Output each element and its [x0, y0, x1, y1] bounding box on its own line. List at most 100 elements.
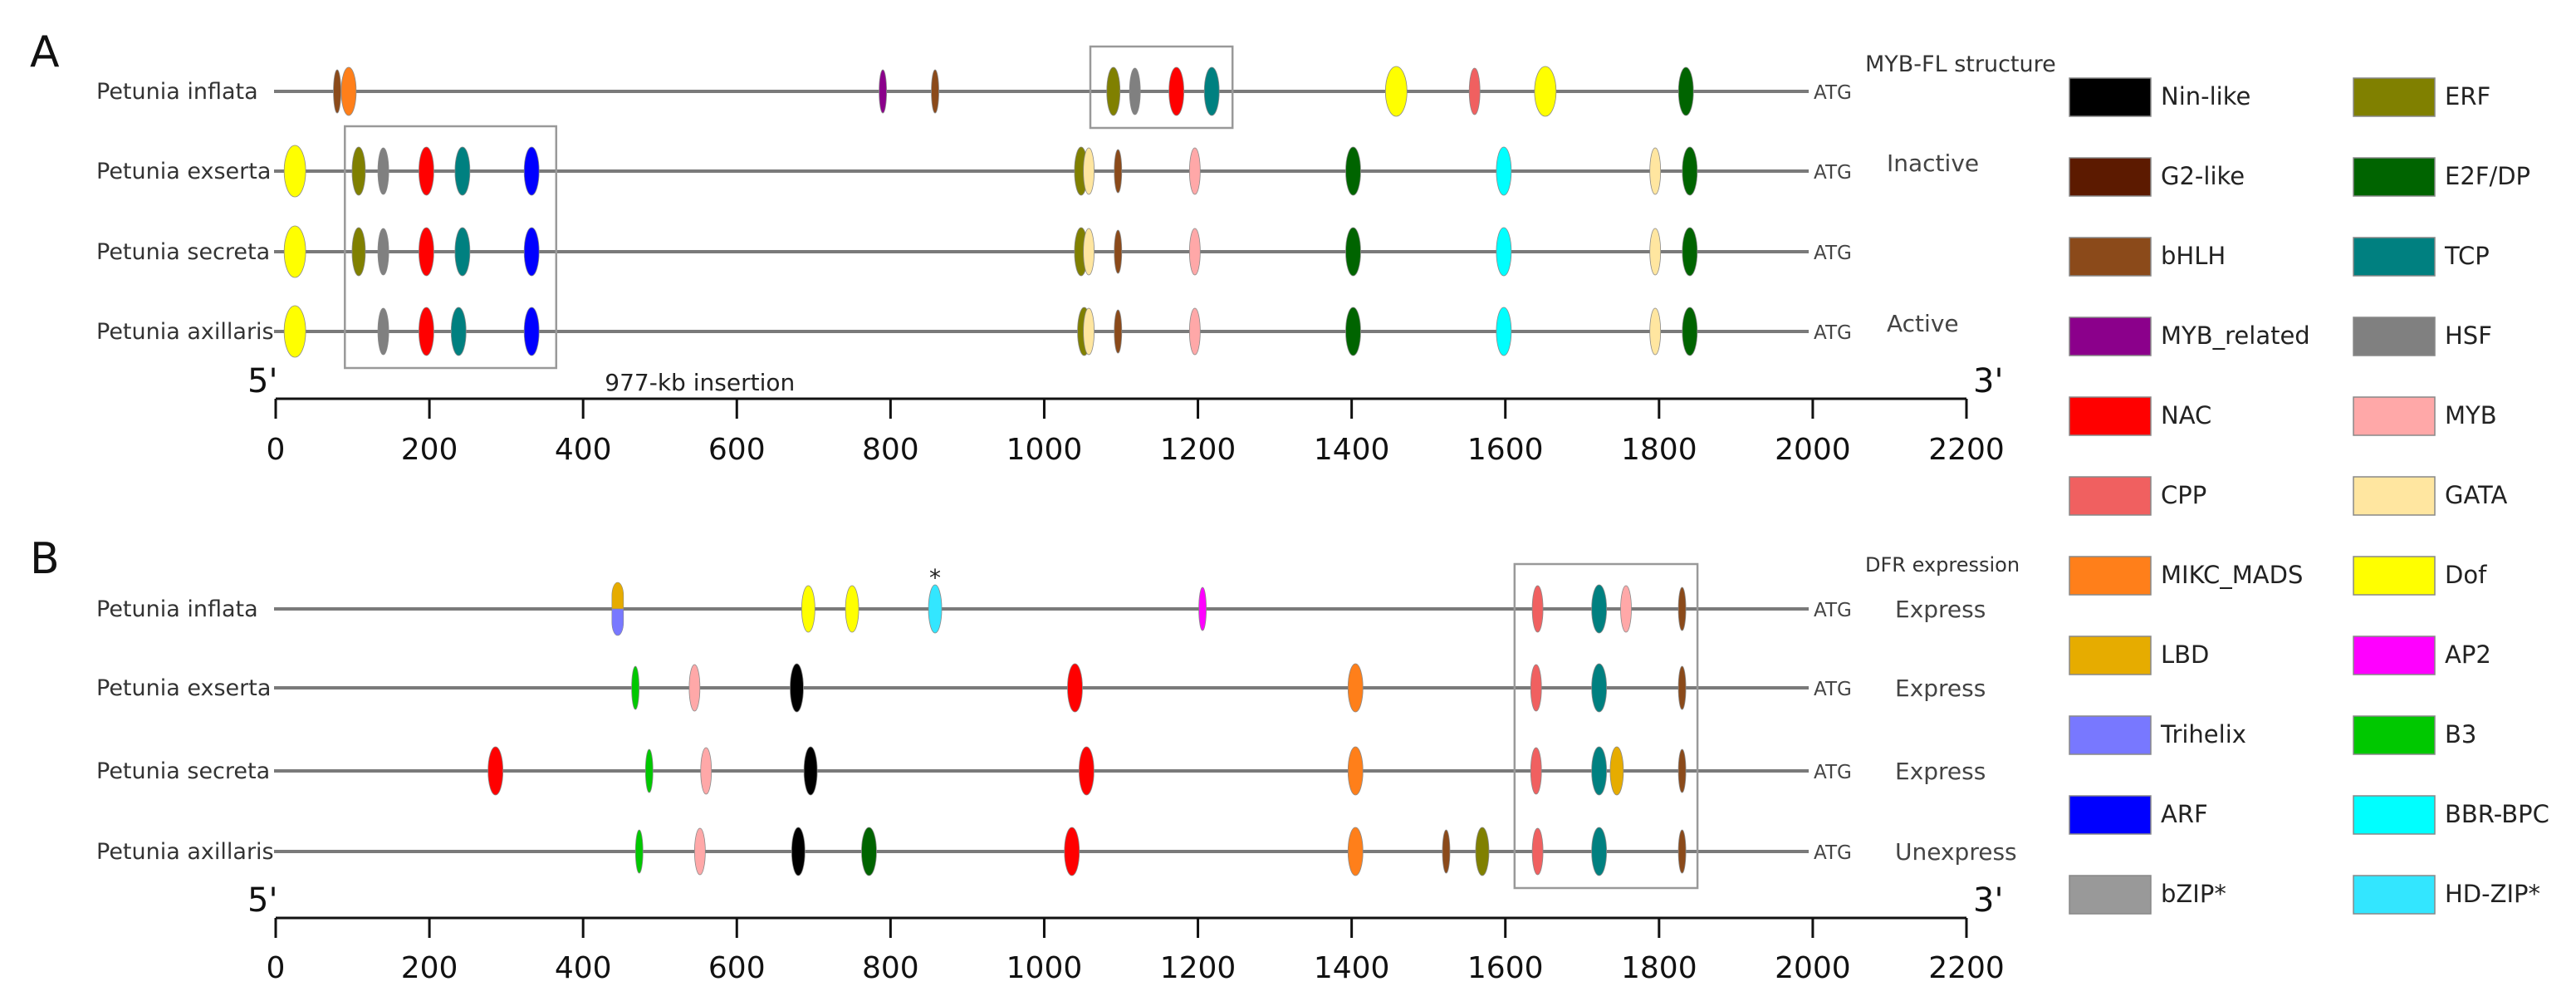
element-mikc-mads [1347, 746, 1364, 796]
element-b3 [631, 665, 640, 710]
element-bbr-bpc [1496, 146, 1512, 196]
axis-tick-label: 2200 [1928, 951, 2005, 985]
element-lbd [1609, 746, 1624, 796]
element-e2f-dp [1677, 66, 1694, 116]
legend-label: TCP [2444, 242, 2490, 270]
element-b3 [644, 748, 654, 793]
element-e2f-dp [1682, 146, 1698, 196]
element-nin-like [791, 827, 806, 876]
legend-swatch [2069, 237, 2152, 277]
element-tcp [454, 146, 471, 196]
axis-tick-label: 1000 [1006, 433, 1083, 467]
element-dof [283, 305, 306, 358]
axis-tick-label: 800 [862, 433, 919, 467]
sequence-row: Petunia secreta ATG Express [96, 746, 1986, 796]
panel-b: B DFR expression Petunia inflata ATG Express… [30, 534, 2020, 985]
axis-tick-label: 1600 [1467, 951, 1544, 985]
axis-tick-label: 1400 [1314, 433, 1390, 467]
status-label: Active [1887, 310, 1959, 337]
legend-label: CPP [2161, 481, 2206, 509]
legend-label: G2-like [2161, 162, 2245, 190]
legend-item: B3 [2353, 715, 2476, 755]
axis-tick-label: 1200 [1160, 951, 1237, 985]
legend-label: ARF [2161, 800, 2208, 828]
element-myb [1188, 228, 1201, 276]
atg-label: ATG [1814, 162, 1852, 184]
element-bhlh [931, 69, 939, 114]
legend-label: B3 [2445, 720, 2476, 748]
axis-tick-label: 1200 [1160, 433, 1237, 467]
element-nac [418, 227, 434, 277]
star-marker: * [929, 564, 941, 591]
legend-item: GATA [2353, 476, 2508, 516]
panel-header: DFR expression [1865, 553, 2020, 577]
element-erf [351, 227, 366, 277]
legend-swatch [2353, 237, 2436, 277]
legend-label: HSF [2445, 321, 2492, 350]
legend-swatch [2069, 476, 2152, 516]
element-cpp [1530, 664, 1542, 712]
legend-swatch [2069, 875, 2152, 915]
panel-header: MYB-FL structure [1865, 52, 2056, 77]
element-dof [1384, 66, 1408, 117]
status-label: Unexpress [1895, 838, 2017, 866]
element-cpp [1531, 585, 1544, 633]
sequence-name: Petunia exserta [96, 675, 271, 701]
element-bhlh [333, 69, 341, 114]
element-trihelix [611, 608, 624, 636]
legend-label: MIKC_MADS [2161, 561, 2303, 589]
sequence-row: Petunia inflata ATG [96, 66, 1852, 117]
atg-label: ATG [1814, 842, 1852, 864]
element-ap2 [1198, 586, 1207, 631]
sequence-name: Petunia axillaris [96, 839, 274, 865]
legend-item: G2-like [2069, 157, 2245, 197]
legend-item: LBD [2069, 635, 2209, 675]
status-label: Express [1895, 596, 1986, 623]
element-bhlh [1114, 149, 1123, 194]
legend-swatch [2069, 795, 2152, 835]
status-label: Express [1895, 758, 1986, 785]
legend-swatch [2353, 77, 2436, 117]
legend-label: E2F/DP [2445, 162, 2530, 190]
element-gata [1649, 147, 1662, 195]
axis-tick-label: 0 [267, 951, 286, 985]
element-hsf [377, 228, 389, 276]
legend-swatch [2353, 715, 2436, 755]
element-gata [1083, 147, 1095, 195]
legend-label: GATA [2445, 481, 2508, 509]
element-mikc-mads [340, 66, 357, 116]
legend-swatch [2353, 635, 2436, 675]
element-gata [1083, 307, 1095, 356]
atg-label: ATG [1814, 600, 1852, 621]
legend-label: Dof [2445, 561, 2487, 589]
element-nac [1078, 746, 1095, 796]
element-bbr-bpc [1496, 227, 1512, 277]
legend-item: MIKC_MADS [2069, 556, 2303, 596]
atg-label: ATG [1814, 82, 1852, 104]
element-e2f-dp [1345, 307, 1361, 356]
legend-item: bHLH [2069, 237, 2226, 277]
element-nin-like [803, 746, 818, 796]
element-e2f-dp [861, 827, 877, 876]
element-tcp [1591, 663, 1608, 713]
axis-tick-label: 0 [267, 433, 286, 467]
axis-tick-label: 1400 [1314, 951, 1390, 985]
sequence-name: Petunia inflata [96, 79, 258, 105]
element-nac [418, 307, 434, 356]
element-myb-related [879, 69, 888, 114]
atg-label: ATG [1814, 322, 1852, 344]
element-nac [418, 146, 434, 196]
element-erf [1475, 827, 1490, 876]
axis-tick-label: 2200 [1928, 433, 2005, 467]
axis-start-label: 5' [247, 881, 277, 920]
legend-item: BBR-BPC [2353, 795, 2549, 835]
element-bhlh [1677, 665, 1687, 710]
insertion-annotation: 977-kb insertion [605, 369, 795, 396]
axis-tick-label: 800 [862, 951, 919, 985]
element-e2f-dp [1682, 227, 1698, 277]
legend-swatch [2069, 556, 2152, 596]
legend-swatch [2353, 795, 2436, 835]
element-dof [283, 225, 306, 278]
axis-tick-label: 600 [708, 433, 766, 467]
